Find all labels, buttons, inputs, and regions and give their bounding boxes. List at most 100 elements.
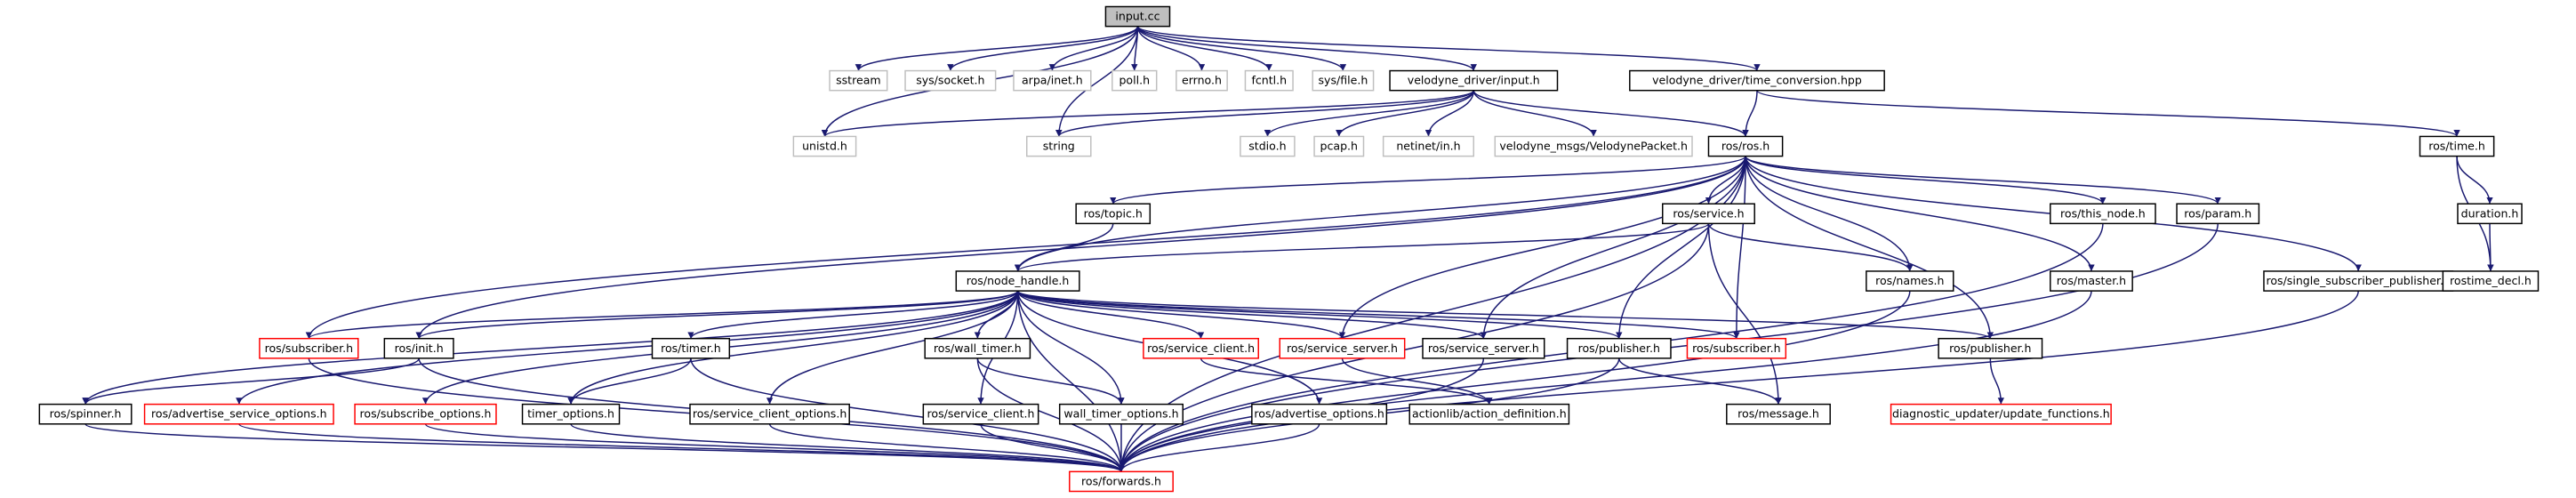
file-label: ros/init.h — [395, 341, 444, 355]
file-label: ros/service_client_options.h — [693, 407, 847, 421]
file-label: actionlib/action_definition.h — [1412, 407, 1567, 421]
file-node — [354, 403, 497, 425]
file-label: ros/timer.h — [661, 341, 721, 355]
file-label: velodyne_driver/time_conversion.hpp — [1652, 74, 1862, 87]
file-label: ros/service_client.h — [1147, 341, 1255, 355]
file-node — [1726, 403, 1831, 425]
file-label: ros/master.h — [2057, 274, 2126, 287]
dependency-arrow — [1618, 357, 1782, 405]
file-label: ros/topic.h — [1084, 206, 1143, 220]
file-node — [383, 337, 454, 359]
dependency-arrow — [1048, 26, 1139, 71]
file-label: ros/subscribe_options.h — [360, 407, 492, 421]
file-node — [1938, 337, 2043, 359]
dependency-arrow — [1336, 90, 1475, 137]
file-label: arpa/inet.h — [1022, 74, 1083, 87]
file-label: ros/advertise_service_options.h — [151, 407, 327, 421]
file-label: fcntl.h — [1251, 74, 1287, 87]
dependency-arrow — [1118, 223, 1710, 472]
file-label: ros/publisher.h — [1578, 341, 1660, 355]
file-label: velodyne_msgs/VelodynePacket.h — [1499, 140, 1688, 153]
dependency-arrow — [415, 290, 1019, 340]
dependency-arrow — [1756, 90, 2460, 138]
file-node — [1143, 337, 1259, 359]
dependency-arrow — [1016, 291, 1125, 405]
dependency-arrow — [570, 423, 1125, 473]
file-node — [1251, 403, 1388, 425]
file-label: wall_timer_options.h — [1063, 407, 1178, 421]
dependency-arrow — [1110, 155, 1746, 205]
dependency-arrow — [1055, 90, 1475, 138]
dependency-arrow — [1016, 290, 1740, 340]
file-label: input.cc — [1115, 10, 1160, 23]
dependency-arrow — [855, 26, 1139, 71]
file-node — [1566, 337, 1672, 359]
file-node — [1408, 403, 1570, 425]
dependency-arrow — [1016, 290, 1994, 340]
file-node — [1104, 5, 1171, 28]
dependency-arrow — [1136, 26, 1477, 71]
file-label: ros/service_client.h — [927, 407, 1035, 421]
file-node — [1013, 69, 1092, 92]
file-node — [1176, 69, 1228, 92]
file-label: ros/wall_timer.h — [934, 341, 1022, 355]
file-node — [38, 403, 132, 425]
dependency-arrow — [1016, 290, 1623, 340]
file-label: ros/node_handle.h — [967, 274, 1070, 287]
file-node — [792, 135, 857, 157]
file-node — [1244, 69, 1294, 92]
file-label: ros/subscriber.h — [265, 341, 353, 355]
dependency-arrow — [567, 291, 1019, 405]
file-node — [1629, 69, 1885, 92]
file-label: duration.h — [2461, 206, 2519, 220]
dependency-arrow — [82, 290, 1019, 405]
file-label: unistd.h — [802, 140, 847, 153]
dependency-arrow — [1016, 290, 1487, 340]
dependency-arrow — [1480, 156, 1746, 339]
file-label: errno.h — [1182, 74, 1222, 87]
dependency-arrow — [1055, 26, 1139, 137]
dependency-arrow — [1707, 223, 1914, 272]
dependency-arrow — [567, 357, 692, 405]
file-node — [2457, 203, 2523, 225]
dependency-arrow — [424, 423, 1125, 473]
dependency-arrow — [1200, 357, 1493, 405]
file-node — [1686, 337, 1787, 359]
dependency-arrow — [2456, 156, 2493, 205]
dependency-arrow — [1118, 291, 1911, 472]
dependency-arrow — [238, 423, 1125, 473]
dependency-arrow — [84, 423, 1125, 473]
file-node — [1075, 203, 1152, 225]
file-node — [259, 337, 359, 359]
dependency-arrow — [1745, 155, 2221, 205]
file-label: diagnostic_updater/update_functions.h — [1892, 407, 2110, 421]
file-label: ros/subscriber.h — [1692, 341, 1781, 355]
file-label: stdio.h — [1248, 140, 1286, 153]
dependency-arrow — [1264, 90, 1475, 137]
file-node — [1279, 337, 1406, 359]
dependency-arrow — [1707, 223, 1782, 405]
dependency-arrow — [1473, 90, 1749, 137]
dependency-arrow — [1742, 90, 1758, 137]
file-node — [1389, 69, 1559, 92]
file-node — [829, 69, 888, 92]
dependency-arrow — [1015, 222, 1710, 272]
dependency-arrow — [1136, 26, 1272, 71]
file-label: ros/message.h — [1737, 407, 1819, 421]
file-label: ros/service.h — [1673, 206, 1744, 220]
file-label: ros/names.h — [1875, 274, 1944, 287]
dependency-arrow — [2487, 223, 2494, 271]
dependency-arrow — [1733, 156, 1746, 339]
dependency-arrow — [1473, 90, 1597, 137]
file-label: velodyne_driver/input.h — [1408, 74, 1540, 87]
file-node — [924, 337, 1031, 359]
file-node — [2176, 203, 2260, 225]
dependency-arrow — [1118, 291, 2092, 472]
file-node — [521, 403, 621, 425]
dependency-arrow — [1745, 156, 1994, 339]
file-node — [955, 270, 1080, 292]
file-label: string — [1043, 140, 1075, 153]
file-node — [1313, 135, 1365, 157]
